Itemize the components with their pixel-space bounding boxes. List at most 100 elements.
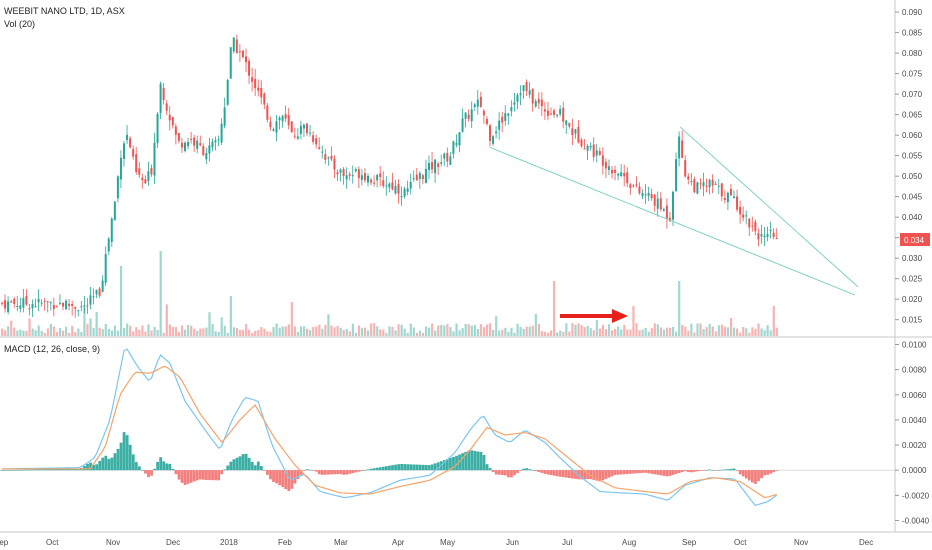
macd-histogram-bar — [638, 470, 641, 474]
candle-body — [763, 235, 766, 238]
candle-body — [760, 234, 763, 237]
macd-histogram-bar — [317, 470, 321, 475]
candle-body — [290, 121, 293, 133]
candle-body — [623, 173, 626, 177]
macd-histogram-bar — [134, 462, 138, 471]
volume-bar — [263, 328, 266, 336]
candle-body — [113, 201, 116, 221]
candle-body — [345, 175, 348, 180]
volume-bar — [46, 328, 49, 336]
candle-body — [330, 155, 333, 160]
candle-body — [119, 157, 122, 180]
macd-histogram-bar — [738, 470, 742, 475]
candle-body — [635, 184, 638, 186]
macd-histogram-bar — [125, 435, 129, 471]
candle-body — [583, 148, 586, 150]
candle-body — [199, 143, 202, 146]
volume-bar — [638, 330, 641, 336]
volume-bar — [598, 328, 601, 336]
candle-body — [711, 179, 714, 186]
macd-histogram-bar — [287, 470, 291, 492]
volume-bar — [571, 323, 574, 336]
macd-histogram-bar — [37, 469, 41, 471]
volume-bar — [360, 328, 364, 336]
macd-histogram-bar — [147, 470, 150, 478]
candle-body — [668, 217, 671, 222]
macd-histogram-bar — [446, 459, 449, 471]
macd-histogram-bar — [174, 470, 178, 475]
macd-histogram-bar — [400, 463, 404, 471]
candle-body — [665, 205, 668, 219]
candle-body — [571, 128, 574, 136]
macd-histogram-bar — [95, 464, 99, 471]
candle-body — [546, 110, 549, 116]
macd-histogram-bar — [711, 469, 715, 471]
macd-tick-label: 0.0060 — [902, 391, 927, 400]
volume-bar — [98, 327, 101, 336]
macd-histogram-bar — [192, 470, 196, 482]
macd-histogram-bar — [754, 470, 757, 484]
candle-body — [632, 185, 635, 187]
candle-body — [147, 171, 150, 182]
macd-tick-label: -0.0020 — [902, 491, 930, 500]
candle-body — [644, 194, 647, 196]
volume-bar — [684, 326, 687, 336]
macd-histogram-bar — [311, 470, 315, 471]
volume-bar — [31, 328, 34, 336]
volume-bar — [757, 323, 760, 336]
macd-histogram-bar — [113, 453, 117, 471]
macd-histogram-bar — [272, 470, 275, 482]
volume-bar — [1, 328, 4, 336]
candle-body — [769, 229, 772, 231]
volume-bar — [611, 330, 614, 336]
candle-body — [150, 168, 153, 175]
volume-bar — [519, 326, 522, 336]
volume-bar — [562, 331, 565, 336]
macd-histogram-bar — [464, 451, 468, 471]
candle-body — [184, 142, 186, 151]
macd-histogram-bar — [418, 464, 422, 471]
volume-bar — [595, 320, 598, 336]
volume-bar — [626, 329, 629, 336]
candle-body — [647, 192, 650, 196]
volume-bar — [522, 328, 525, 336]
volume-bars — [1, 251, 778, 336]
macd-histogram-bar — [534, 470, 538, 472]
volume-bar — [284, 326, 287, 336]
volume-bar — [10, 320, 13, 336]
volume-bar — [144, 331, 147, 336]
candle-body — [751, 225, 754, 227]
time-tick-label: Nov — [106, 538, 120, 547]
macd-histogram-bar — [305, 469, 309, 471]
volume-bar — [318, 324, 321, 336]
macd-histogram-bar — [494, 470, 498, 475]
time-tick-label: Jul — [562, 538, 572, 547]
macd-histogram-bar — [241, 454, 245, 471]
volume-bar — [516, 323, 519, 336]
volume-bar — [153, 326, 156, 336]
candle-body — [659, 198, 662, 210]
macd-histogram-bar — [519, 470, 522, 471]
macd-histogram-bar — [76, 468, 80, 471]
macd-histogram-bar — [473, 450, 477, 471]
macd-histogram-bar — [220, 470, 224, 475]
macd-histogram-bar — [433, 463, 437, 471]
candle-body — [553, 110, 556, 115]
volume-bar — [495, 316, 498, 336]
candle-body — [363, 173, 366, 181]
macd-histogram-bar — [314, 470, 318, 472]
volume-bar — [629, 329, 632, 336]
macd-histogram-bar — [28, 469, 31, 471]
volume-bar — [287, 324, 290, 336]
macd-histogram-bar — [717, 470, 721, 471]
volume-bar — [141, 325, 144, 336]
volume-bar — [507, 331, 510, 336]
volume-bar — [397, 324, 400, 336]
volume-bar — [229, 296, 232, 336]
volume-bar — [83, 306, 86, 336]
volume-bar — [74, 332, 77, 336]
candle-body — [171, 116, 174, 126]
candle-body — [482, 110, 485, 116]
candle-body — [522, 85, 525, 91]
